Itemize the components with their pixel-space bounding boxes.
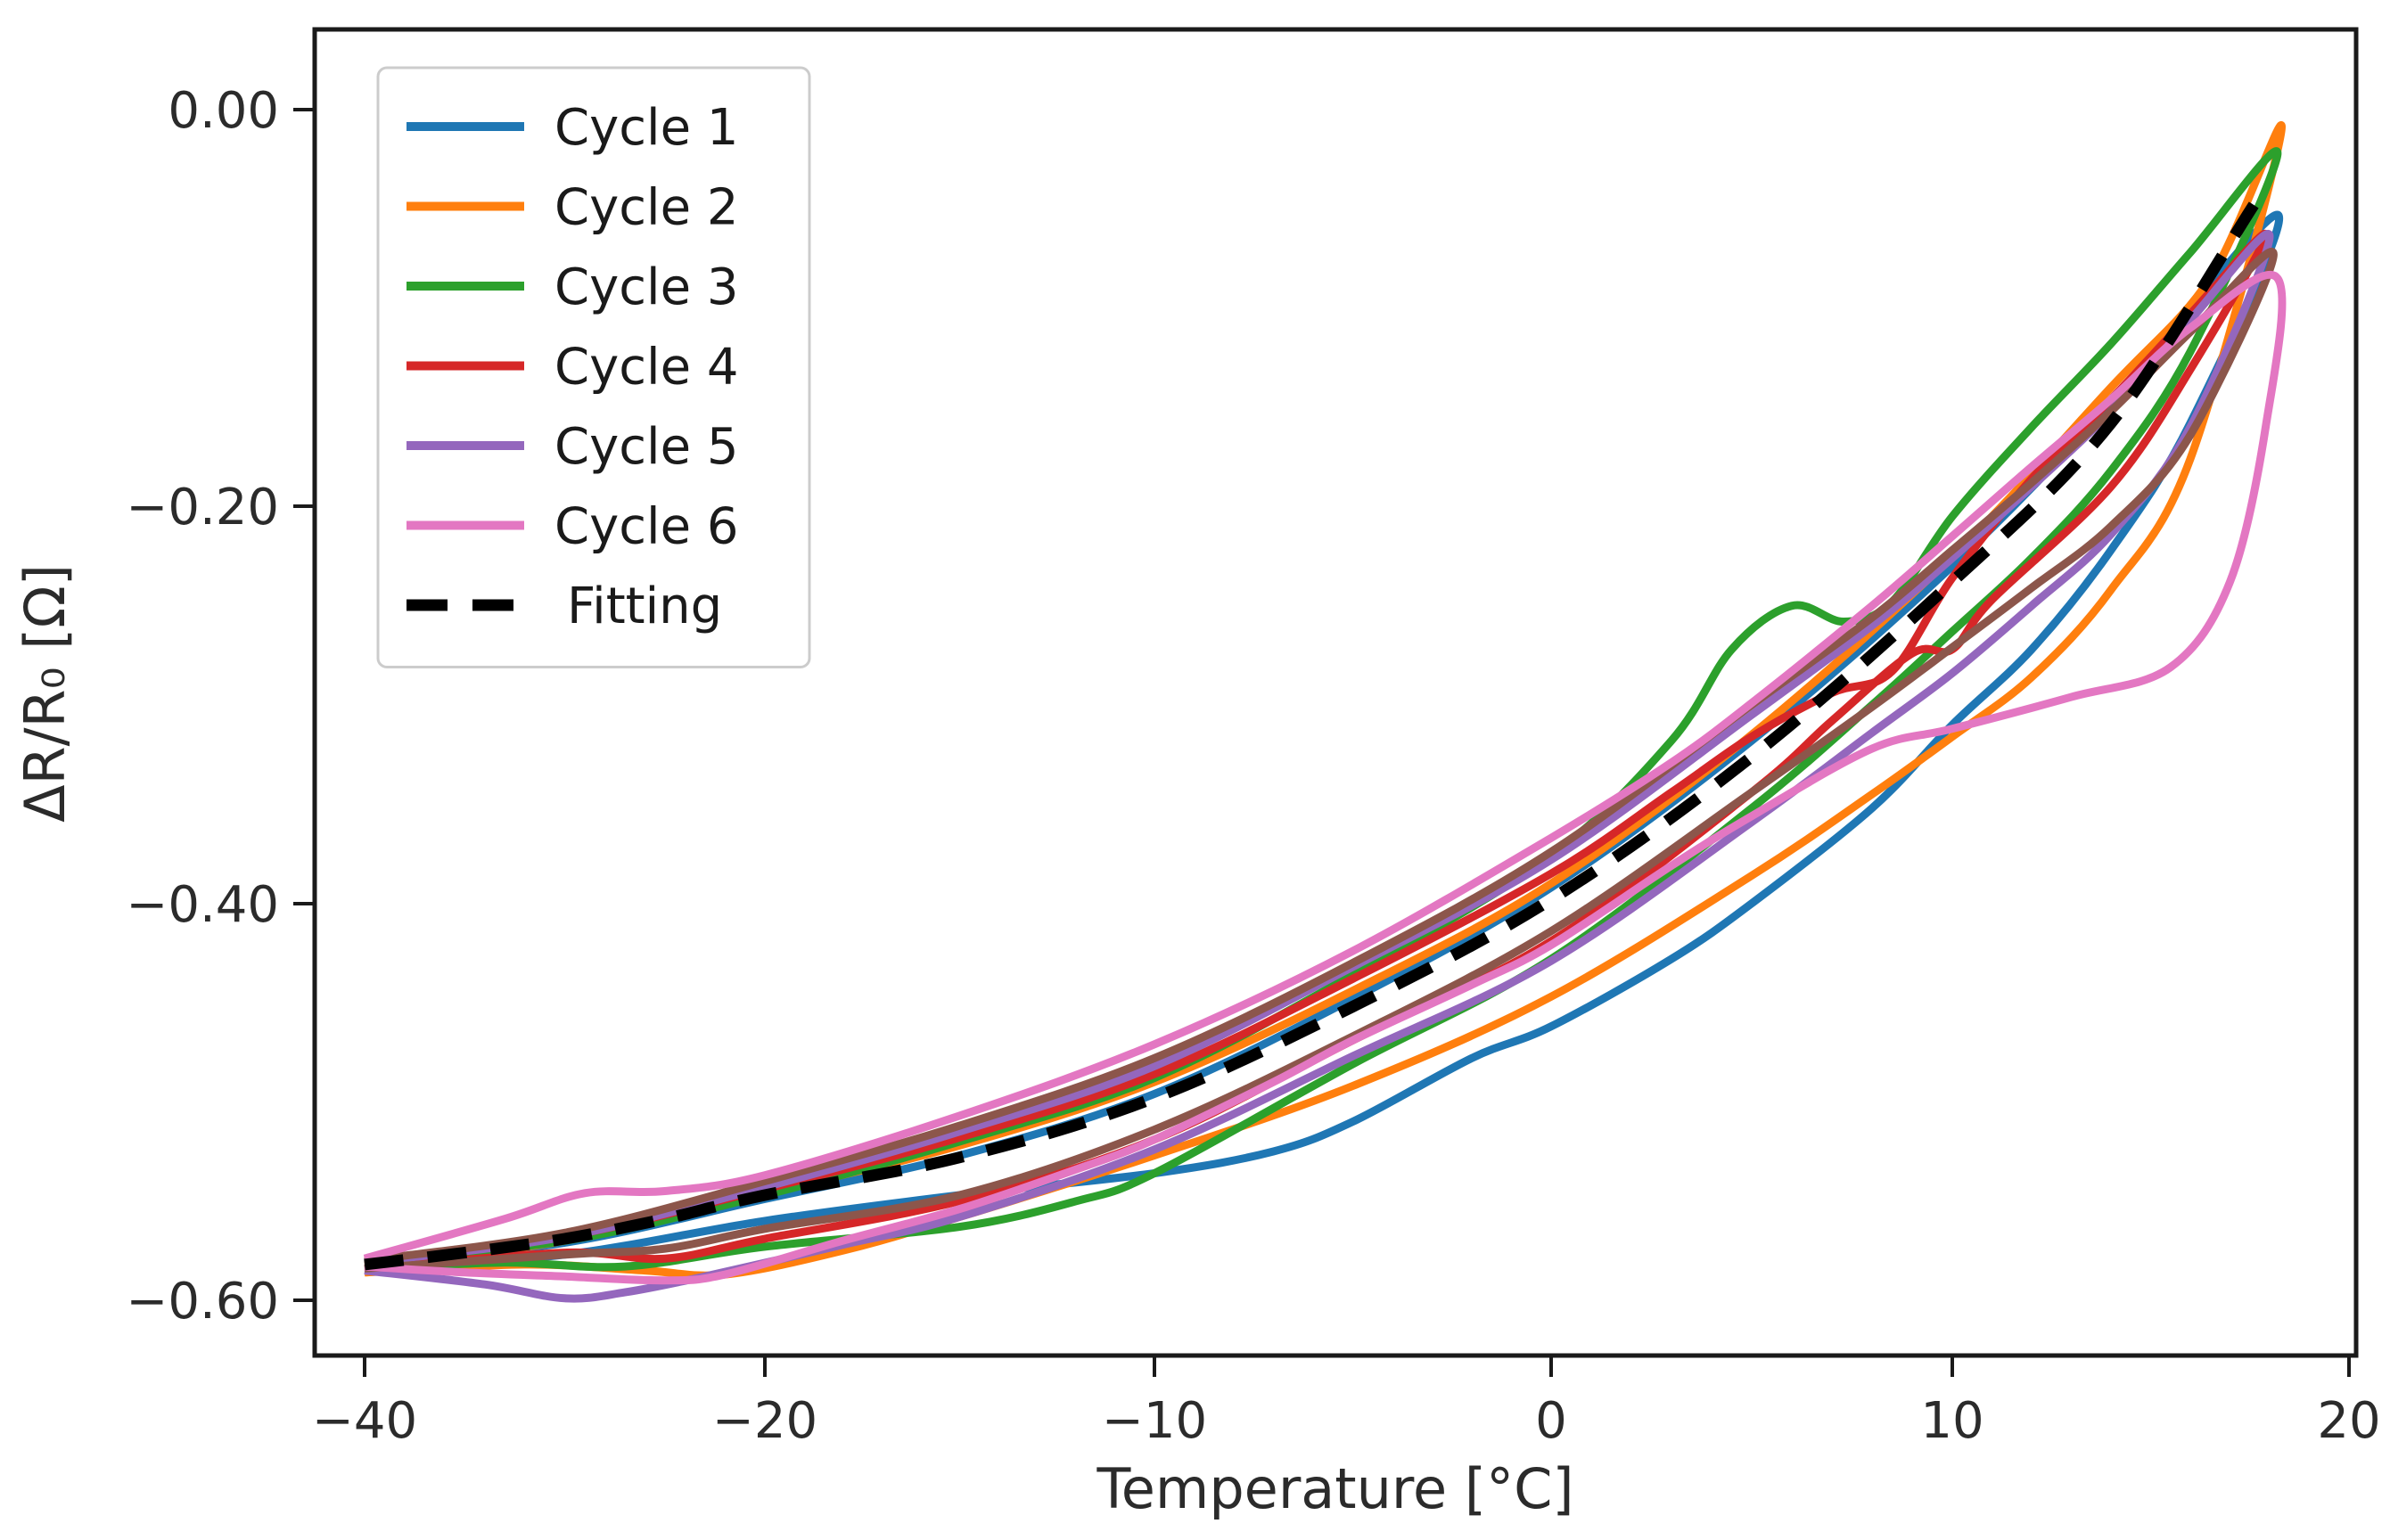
legend-label: Cycle 6 (554, 498, 738, 556)
legend-item: Cycle 4 (407, 339, 738, 397)
series-lines (363, 121, 2287, 1303)
y-tick-label: −0.60 (126, 1273, 279, 1331)
x-tick-label: −40 (312, 1392, 417, 1450)
x-axis-label: Temperature [°C] (1096, 1456, 1573, 1521)
fitting-line (364, 201, 2259, 1271)
legend-item: Cycle 6 (407, 498, 738, 556)
legend-item: Cycle 2 (407, 179, 738, 237)
plot-border (312, 27, 2359, 1358)
y-tick-label: −0.40 (126, 876, 279, 934)
plot-frame (312, 27, 2359, 1358)
cycle-6-line (363, 270, 2287, 1285)
y-tick-label: 0.00 (168, 82, 279, 140)
x-tick-label: −10 (1102, 1392, 1207, 1450)
y-axis-label: ΔR/R₀ [Ω] (12, 564, 78, 823)
y-tick-label: −0.20 (126, 479, 279, 537)
x-tick-label: 0 (1535, 1392, 1567, 1450)
legend-label: Cycle 3 (554, 258, 738, 316)
x-tick-label: −20 (712, 1392, 817, 1450)
legend-item: Cycle 1 (407, 99, 738, 157)
legend-label: Fitting (567, 578, 722, 635)
legend-label: Cycle 2 (554, 179, 738, 237)
legend-label: Cycle 4 (554, 339, 738, 397)
legend-item: Cycle 3 (407, 258, 738, 316)
cycle-5-line (364, 230, 2274, 1303)
legend-item: Cycle 5 (407, 418, 738, 476)
legend-label: Cycle 1 (554, 99, 738, 157)
x-tick-label: 10 (1920, 1392, 1983, 1450)
axis-ticks: −40 −20 −10 0 10 20 0.00 −0.20 −0.40 −0.60 (126, 82, 2380, 1450)
x-tick-label: 20 (2317, 1392, 2380, 1450)
legend-label: Cycle 5 (554, 418, 738, 476)
legend-item: Fitting (407, 578, 722, 635)
unlabeled-line (364, 248, 2278, 1273)
legend: Cycle 1 Cycle 2 Cycle 3 Cycle 4 Cycle 5 Cycle… (376, 66, 811, 668)
legend-box (376, 66, 811, 668)
